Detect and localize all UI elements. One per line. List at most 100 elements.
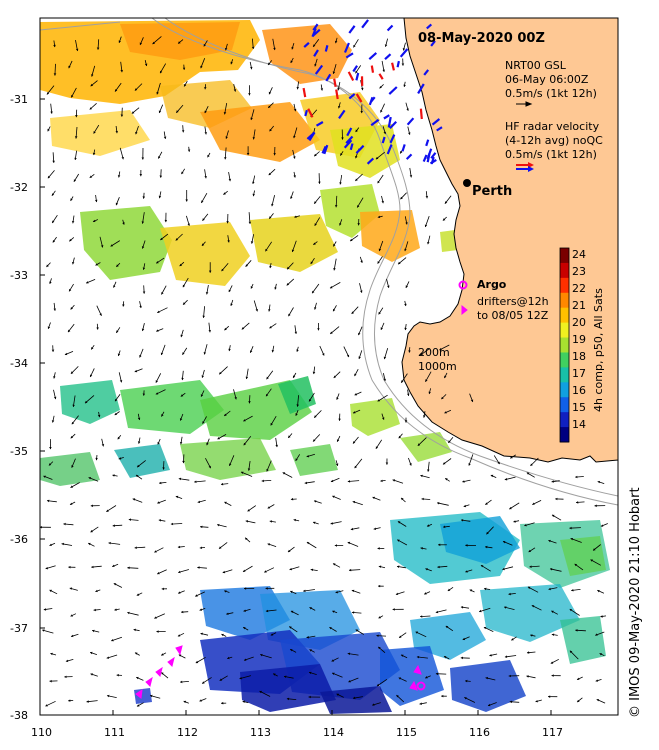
velocity-arrow-head (202, 218, 205, 221)
velocity-arrow-head (510, 456, 513, 459)
velocity-arrow-head (288, 435, 291, 438)
radar-arrow (355, 72, 360, 81)
map-title: 08-May-2020 00Z (418, 31, 545, 46)
velocity-arrow-head (74, 157, 77, 160)
velocity-arrow-head (353, 441, 356, 444)
velocity-arrow-head (290, 196, 293, 199)
radar-arrow (389, 120, 397, 130)
radar-arrow (355, 93, 363, 103)
velocity-arrow-head (526, 472, 530, 475)
velocity-arrow-head (421, 497, 424, 501)
velocity-arrow-head (155, 380, 158, 383)
radar-arrow (396, 60, 400, 68)
velocity-arrow-head (424, 224, 428, 227)
velocity-arrow-head (435, 610, 439, 614)
colorbar-tick-label: 18 (572, 350, 586, 363)
velocity-arrow-head (360, 260, 363, 263)
velocity-arrow-head (404, 327, 407, 331)
colorbar-tick-label: 15 (572, 401, 586, 414)
radar-arrow (302, 87, 307, 98)
velocity-arrow-head (358, 332, 361, 336)
velocity-arrow-head (309, 399, 312, 402)
velocity-arrow-head (53, 73, 57, 76)
velocity-arrow-head (245, 264, 248, 267)
colorbar-segment (560, 248, 569, 264)
argo-float-marker-south (416, 681, 426, 691)
velocity-arrow-head (200, 394, 204, 397)
velocity-arrow-head (139, 42, 143, 45)
velocity-arrow-head (97, 414, 101, 418)
velocity-arrow-head (47, 326, 51, 329)
velocity-arrow-head (158, 110, 162, 113)
velocity-arrow-head (203, 43, 206, 47)
velocity-arrow-head (95, 589, 98, 593)
velocity-arrow-head (462, 637, 466, 641)
velocity-arrow-head (113, 285, 116, 288)
velocity-arrow-head (270, 422, 273, 426)
velocity-arrow-head (379, 86, 382, 89)
velocity-arrow-head (420, 352, 423, 355)
velocity-arrow-head (208, 330, 211, 333)
velocity-arrow-head (470, 399, 474, 402)
velocity-arrow-head (460, 606, 464, 609)
velocity-arrow-head (88, 477, 92, 480)
velocity-arrow-head (401, 380, 404, 383)
velocity-arrow-head (351, 589, 355, 593)
velocity-arrow-head (49, 281, 52, 284)
velocity-arrow-head (597, 480, 601, 484)
velocity-arrow-head (268, 309, 271, 312)
velocity-arrow-head (404, 303, 407, 306)
velocity-arrow-head (175, 495, 179, 499)
velocity-arrow-head (208, 465, 211, 469)
velocity-arrow-head (95, 199, 98, 203)
velocity-arrow-head (485, 502, 488, 505)
velocity-arrow-head (293, 518, 296, 522)
velocity-arrow-head (267, 543, 270, 546)
radar-arrow (343, 42, 350, 53)
radar-arrow (422, 154, 428, 163)
velocity-arrow-head (161, 292, 164, 295)
velocity-arrow-head (377, 399, 381, 402)
velocity-arrow-head (289, 567, 292, 571)
velocity-arrow-head (159, 175, 163, 178)
velocity-arrow-head (575, 475, 578, 479)
velocity-arrow-head (178, 654, 182, 657)
velocity-arrow-head (528, 549, 532, 552)
radar-arrow (304, 109, 308, 117)
velocity-arrow-head (404, 420, 408, 423)
velocity-arrow-head (408, 132, 411, 135)
velocity-arrow-head (183, 302, 186, 305)
velocity-arrow-head (551, 674, 554, 677)
velocity-arrow-head (334, 40, 338, 44)
velocity-arrow-head (397, 521, 401, 524)
velocity-arrow-head (99, 313, 102, 316)
velocity-arrow-head (250, 241, 254, 244)
velocity-arrow-head (181, 610, 184, 614)
colorbar-segment (560, 412, 569, 428)
velocity-arrow-head (513, 520, 516, 523)
sst-colorbar (559, 247, 570, 443)
velocity-arrow-head (269, 265, 272, 269)
velocity-arrow-head (161, 414, 164, 417)
velocity-arrow-head (269, 216, 272, 219)
velocity-arrow-head (337, 88, 340, 91)
velocity-arrow-head (271, 350, 275, 353)
velocity-arrow-head (224, 327, 227, 331)
velocity-arrow-head (333, 563, 336, 566)
velocity-arrow-head (139, 305, 142, 308)
velocity-arrow-head (93, 219, 96, 222)
velocity-arrow-head (340, 153, 343, 156)
velocity-arrow-head (354, 465, 357, 469)
velocity-arrow-head (250, 66, 253, 70)
velocity-arrow-head (341, 137, 344, 140)
lon-tick-label: 112 (177, 726, 198, 739)
velocity-arrow-head (595, 679, 599, 682)
velocity-arrow-head (509, 700, 512, 704)
velocity-arrow-head (112, 564, 115, 567)
velocity-arrow-head (462, 480, 465, 483)
velocity-arrow-head (330, 331, 333, 334)
lon-tick-label: 111 (104, 726, 125, 739)
city-label: Perth (472, 184, 512, 199)
perth-marker (463, 179, 471, 187)
velocity-arrow-head (137, 464, 140, 468)
